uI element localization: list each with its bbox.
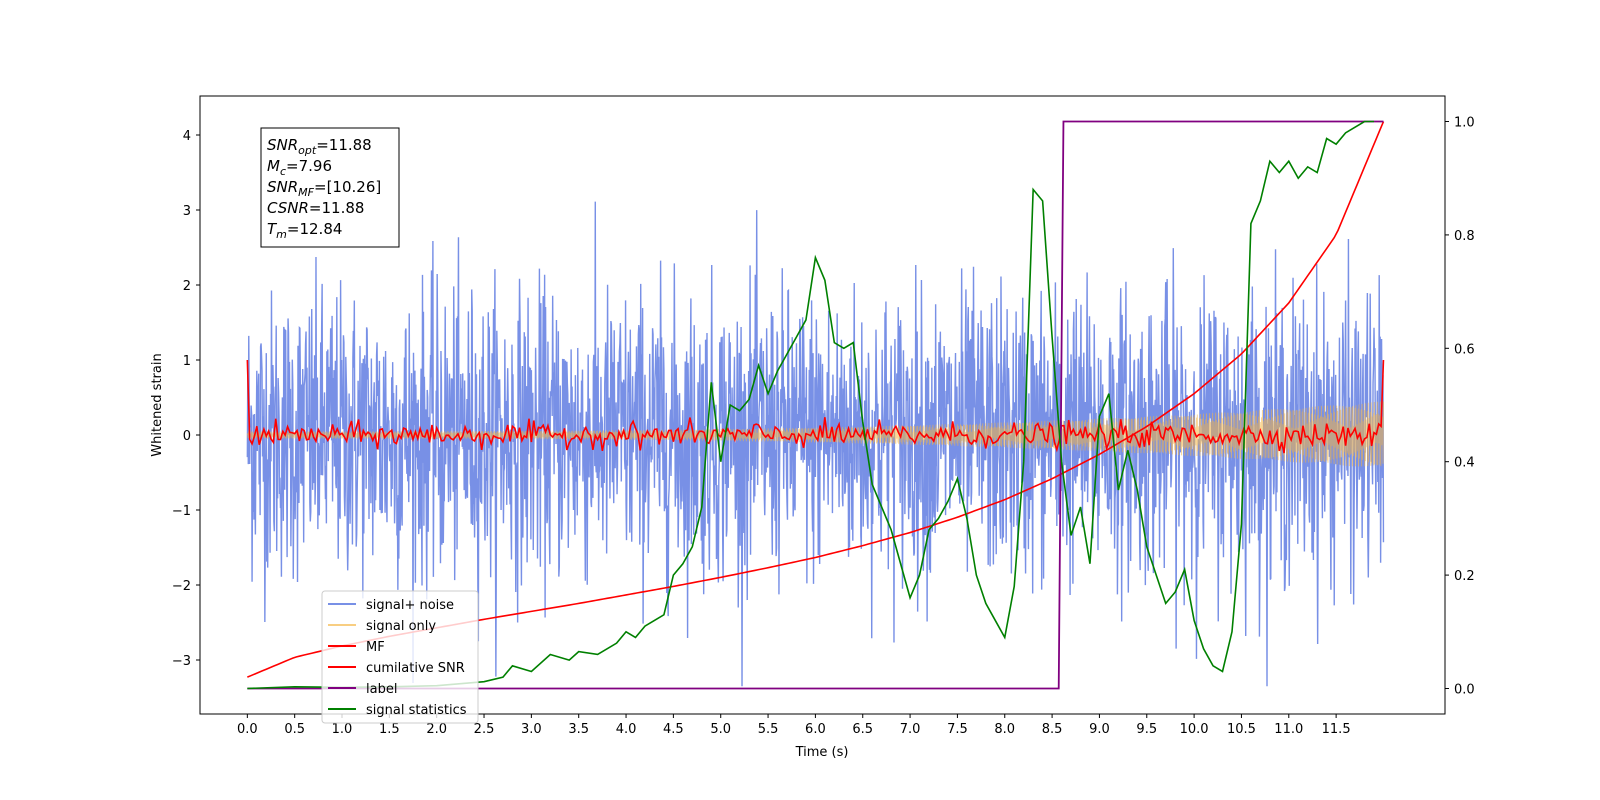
y-tick-label: 0 <box>183 429 191 444</box>
axes-frame <box>199 95 1446 715</box>
x-tick-label: 1.0 <box>332 722 353 737</box>
annotation-box: SNRopt=11.88Mc=7.96SNRMF=[10.26]CSNR=11.… <box>260 127 400 248</box>
annotation-line: SNRopt=11.88 <box>267 136 372 157</box>
y2-tick-label: 0.2 <box>1454 569 1475 584</box>
annotation-line: Tm=12.84 <box>267 220 342 241</box>
y-tick-label: −1 <box>172 504 191 519</box>
y-tick-label: −3 <box>172 654 191 669</box>
legend-label: label <box>366 682 397 697</box>
x-tick-label: 10.5 <box>1227 722 1256 737</box>
series-signal-statistics <box>247 120 1374 690</box>
x-tick-label: 8.5 <box>1042 722 1063 737</box>
series-mf <box>246 359 1385 454</box>
x-tick-label: 11.5 <box>1322 722 1351 737</box>
x-axis-label: Time (s) <box>795 745 849 760</box>
x-tick-label: 3.0 <box>521 722 542 737</box>
x-tick-label: 10.0 <box>1180 722 1209 737</box>
x-tick-label: 11.0 <box>1274 722 1303 737</box>
y2-tick-label: 0.8 <box>1454 229 1475 244</box>
y2-tick-label: 1.0 <box>1454 116 1475 131</box>
x-tick-label: 1.5 <box>379 722 400 737</box>
legend-frame <box>321 590 479 724</box>
x-axis: 0.0 0.5 1.0 1.5 2.0 2.5 3.0 3.5 4.0 4.5 5.0 5.5 6.0 6… <box>237 714 1351 737</box>
y-tick-label: 1 <box>183 354 191 369</box>
x-tick-label: 9.0 <box>1089 722 1110 737</box>
x-tick-label: 7.0 <box>900 722 921 737</box>
legend-label: signal only <box>366 619 436 634</box>
x-tick-label: 2.0 <box>426 722 447 737</box>
series-signal-noise <box>246 201 1385 687</box>
y-tick-label: 2 <box>183 279 191 294</box>
annotation-line: CSNR=11.88 <box>267 199 364 217</box>
x-tick-label: 3.5 <box>568 722 589 737</box>
annotation-line: Mc=7.96 <box>267 157 332 178</box>
x-tick-label: 9.5 <box>1136 722 1157 737</box>
y2-tick-label: 0.0 <box>1454 682 1475 697</box>
y-axis-right: 0.0 0.2 0.4 0.6 0.8 1.0 <box>1445 116 1475 697</box>
y2-tick-label: 0.6 <box>1454 342 1475 357</box>
series-signal-only <box>246 401 1384 467</box>
y2-tick-label: 0.4 <box>1454 456 1475 471</box>
x-tick-label: 4.0 <box>616 722 637 737</box>
legend-label: MF <box>366 640 385 655</box>
series-label <box>247 120 1384 690</box>
x-tick-label: 0.0 <box>237 722 258 737</box>
x-tick-label: 2.5 <box>474 722 495 737</box>
y-axis-label: Whitened strain <box>150 353 165 456</box>
legend: signal+ noise signal only MF cumilative SNR… <box>321 590 479 724</box>
y-tick-label: 3 <box>183 204 191 219</box>
x-tick-label: 8.0 <box>994 722 1015 737</box>
x-tick-label: 6.5 <box>852 722 873 737</box>
x-tick-label: 6.0 <box>805 722 826 737</box>
x-tick-label: 7.5 <box>947 722 968 737</box>
x-tick-label: 5.0 <box>710 722 731 737</box>
annotation-line: SNRMF=[10.26] <box>267 178 381 199</box>
legend-label: signal statistics <box>366 703 467 718</box>
y-tick-label: 4 <box>183 129 191 144</box>
x-tick-label: 4.5 <box>663 722 684 737</box>
x-tick-label: 0.5 <box>284 722 305 737</box>
legend-label: signal+ noise <box>366 598 454 613</box>
annotation-frame <box>260 127 400 248</box>
y-axis-left: −3 −2 −1 0 1 2 3 4 <box>172 129 200 669</box>
legend-label: cumilative SNR <box>366 661 465 676</box>
y-tick-label: −2 <box>172 579 191 594</box>
x-tick-label: 5.5 <box>758 722 779 737</box>
